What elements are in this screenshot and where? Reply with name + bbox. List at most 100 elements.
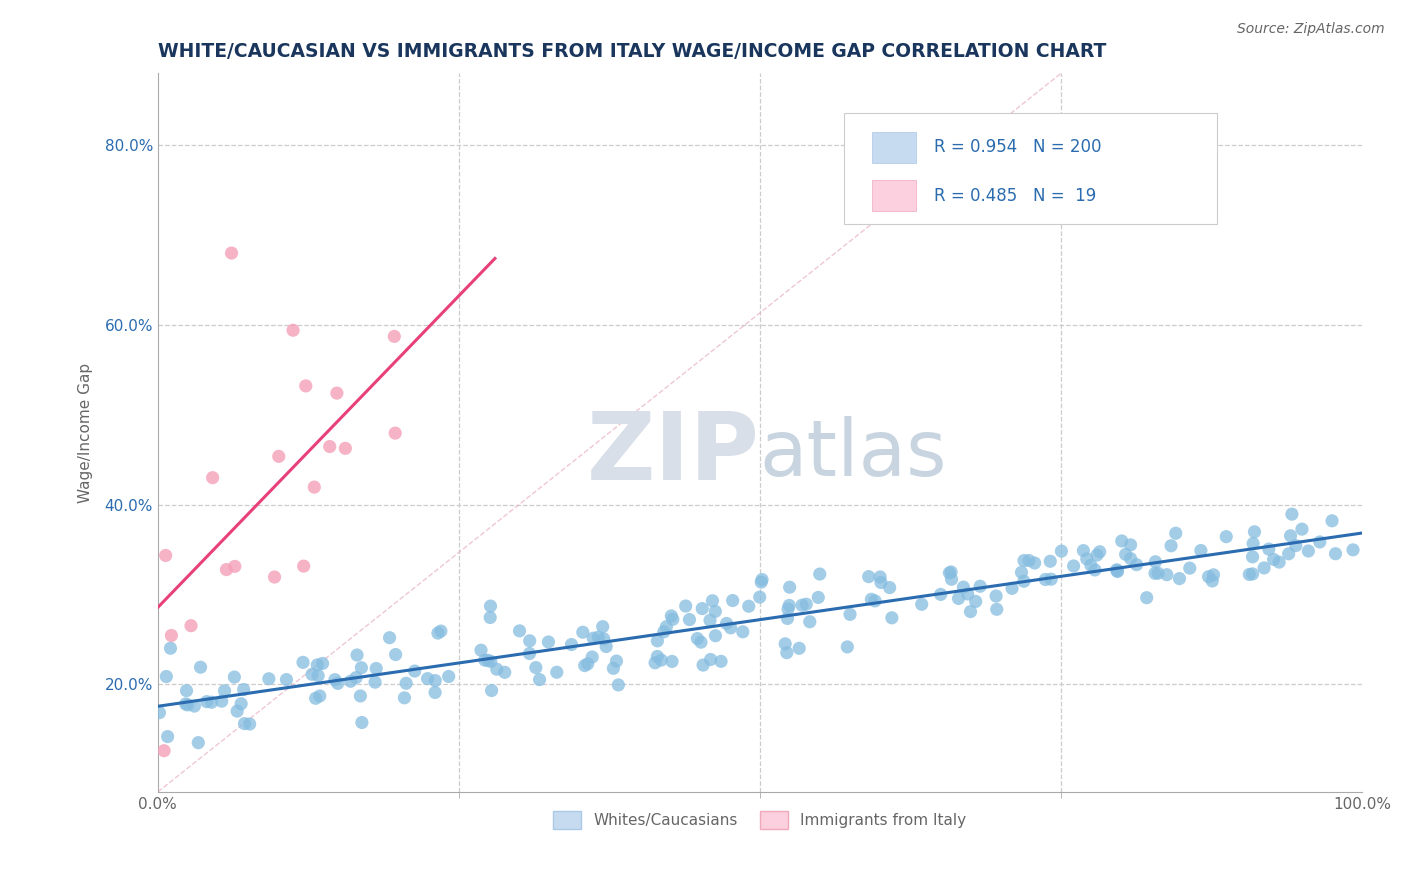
Point: [1076, 552, 1098, 566]
Point: [190, 660, 212, 674]
Point: [201, 695, 224, 709]
Point: [870, 575, 893, 590]
Point: [1239, 567, 1261, 582]
Point: [364, 675, 387, 690]
Text: R = 0.954   N = 200: R = 0.954 N = 200: [935, 138, 1102, 156]
Point: [474, 653, 496, 667]
Point: [738, 599, 761, 614]
Point: [662, 612, 685, 626]
Point: [404, 664, 426, 678]
Point: [394, 690, 416, 705]
Point: [655, 620, 678, 634]
Point: [1084, 563, 1107, 577]
Point: [366, 661, 388, 675]
Point: [1309, 535, 1331, 549]
Point: [1243, 524, 1265, 539]
Point: [304, 691, 326, 706]
Point: [1105, 563, 1128, 577]
Point: [481, 683, 503, 698]
Point: [748, 590, 770, 604]
Point: [187, 736, 209, 750]
Point: [1164, 526, 1187, 541]
Point: [148, 706, 170, 720]
Text: ZIP: ZIP: [586, 409, 759, 500]
Point: [1253, 561, 1275, 575]
Point: [1119, 538, 1142, 552]
Point: [938, 566, 960, 580]
Point: [263, 570, 285, 584]
Point: [224, 559, 246, 574]
Point: [837, 640, 859, 654]
Point: [699, 652, 721, 666]
Point: [335, 442, 357, 456]
Point: [776, 646, 799, 660]
FancyBboxPatch shape: [872, 132, 917, 163]
Point: [984, 589, 1007, 603]
Point: [350, 661, 373, 675]
Point: [582, 631, 605, 645]
Point: [731, 624, 754, 639]
Point: [529, 673, 551, 687]
Point: [1298, 544, 1320, 558]
Point: [1291, 522, 1313, 536]
Point: [860, 592, 883, 607]
Point: [675, 599, 697, 613]
Point: [1080, 558, 1102, 573]
Point: [773, 637, 796, 651]
Point: [560, 638, 582, 652]
Point: [588, 630, 610, 644]
Point: [1035, 573, 1057, 587]
Point: [416, 672, 439, 686]
Point: [776, 611, 799, 625]
Point: [349, 689, 371, 703]
Point: [1115, 547, 1137, 561]
Point: [1012, 553, 1035, 567]
Point: [215, 563, 238, 577]
Point: [1125, 558, 1147, 572]
Legend: Whites/Caucasians, Immigrants from Italy: Whites/Caucasians, Immigrants from Italy: [547, 805, 973, 835]
Point: [1144, 555, 1167, 569]
Point: [267, 450, 290, 464]
Point: [969, 579, 991, 593]
Text: R = 0.485   N =  19: R = 0.485 N = 19: [935, 186, 1097, 204]
Point: [1143, 566, 1166, 581]
Point: [1119, 551, 1142, 566]
Point: [716, 616, 738, 631]
Point: [1241, 566, 1264, 581]
Point: [423, 685, 446, 699]
Point: [308, 689, 330, 703]
Point: [929, 587, 952, 601]
Point: [292, 559, 315, 574]
Point: [160, 628, 183, 642]
Point: [211, 694, 233, 708]
Point: [592, 632, 614, 646]
Point: [1268, 555, 1291, 569]
Point: [661, 655, 683, 669]
Point: [749, 575, 772, 590]
Point: [605, 654, 627, 668]
Text: WHITE/CAUCASIAN VS IMMIGRANTS FROM ITALY WAGE/INCOME GAP CORRELATION CHART: WHITE/CAUCASIAN VS IMMIGRANTS FROM ITALY…: [157, 42, 1107, 61]
Point: [690, 601, 713, 615]
Point: [311, 657, 333, 671]
Point: [307, 669, 329, 683]
Point: [939, 565, 962, 579]
Point: [1324, 547, 1347, 561]
Point: [159, 641, 181, 656]
Point: [425, 673, 447, 688]
Point: [751, 573, 773, 587]
Point: [195, 695, 218, 709]
Point: [602, 661, 624, 675]
Point: [221, 246, 243, 260]
Point: [339, 674, 361, 689]
Point: [1107, 565, 1129, 579]
Point: [1285, 539, 1308, 553]
Point: [808, 567, 831, 582]
Point: [509, 624, 531, 638]
Point: [911, 597, 934, 611]
Point: [659, 608, 682, 623]
Point: [869, 570, 891, 584]
Point: [1050, 544, 1073, 558]
Point: [301, 667, 323, 681]
Point: [1018, 553, 1040, 567]
Point: [592, 620, 614, 634]
